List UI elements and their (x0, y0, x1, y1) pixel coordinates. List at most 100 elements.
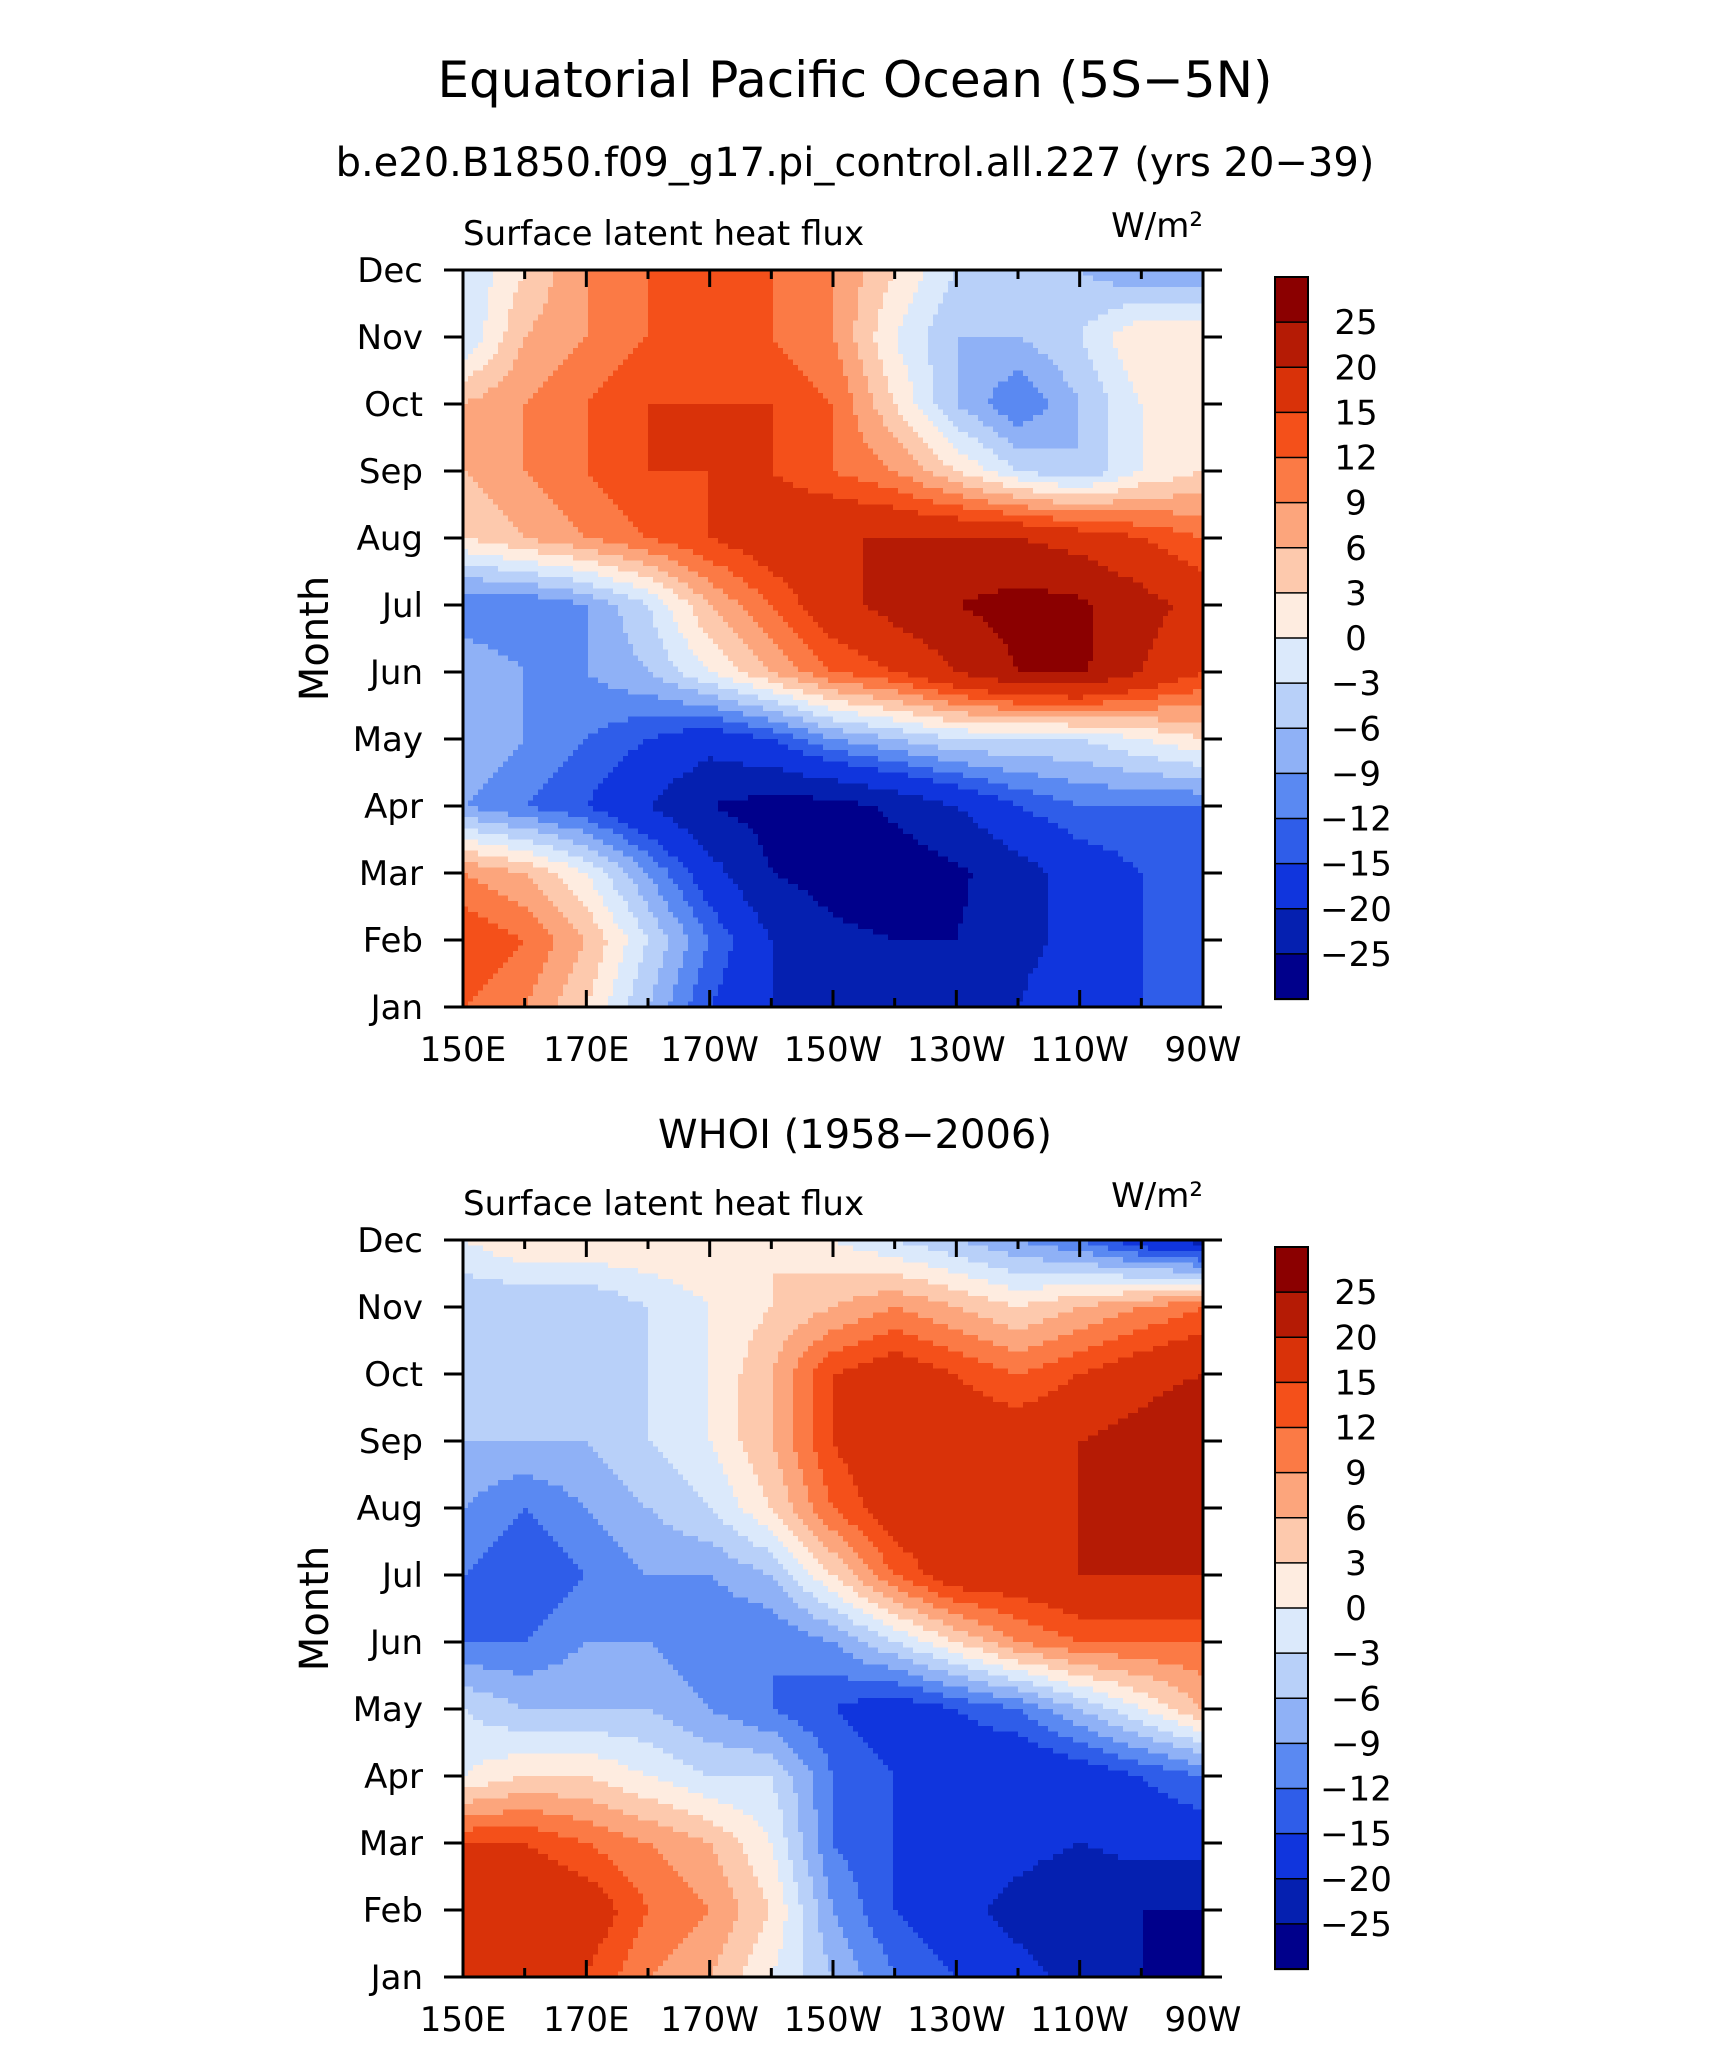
contour-cell (1183, 371, 1189, 377)
contour-cell (1183, 326, 1189, 332)
contour-cell (1033, 371, 1039, 377)
contour-cell (933, 298, 939, 304)
contour-cell (823, 304, 829, 310)
contour-cell (1093, 281, 1099, 287)
contour-cell (638, 359, 644, 365)
contour-cell (923, 343, 929, 349)
contour-cell (1153, 315, 1159, 321)
contour-cell (488, 276, 494, 282)
contour-cell (663, 315, 669, 321)
contour-cell (1178, 326, 1184, 332)
contour-cell (1103, 376, 1109, 382)
contour-cell (573, 337, 579, 343)
contour-cell (1028, 309, 1034, 315)
contour-cell (483, 304, 489, 310)
contour-cell (1003, 315, 1009, 321)
contour-cell (563, 304, 569, 310)
contour-cell (488, 281, 494, 287)
contour-cell (883, 304, 889, 310)
contour-cell (913, 304, 919, 310)
contour-cell (833, 365, 839, 371)
contour-cell (473, 287, 479, 293)
contour-cell (873, 281, 879, 287)
contour-cell (1038, 354, 1044, 360)
contour-cell (878, 281, 884, 287)
contour-cell (783, 326, 789, 332)
contour-cell (643, 371, 649, 377)
contour-cell (823, 354, 829, 360)
contour-cell (848, 331, 854, 337)
contour-cell (473, 354, 479, 360)
contour-cell (1018, 365, 1024, 371)
contour-cell (1148, 292, 1154, 298)
contour-cell (798, 326, 804, 332)
contour-cell (838, 359, 844, 365)
contour-cell (938, 326, 944, 332)
contour-cell (883, 376, 889, 382)
contour-cell (733, 343, 739, 349)
contour-cell (873, 359, 879, 365)
contour-cell (903, 281, 909, 287)
contour-cell (1118, 320, 1124, 326)
contour-cell (968, 298, 974, 304)
contour-cell (538, 331, 544, 337)
contour-cell (1058, 376, 1064, 382)
contour-cell (1008, 287, 1014, 293)
contour-cell (718, 292, 724, 298)
contour-cell (988, 331, 994, 337)
contour-cell (628, 337, 634, 343)
contour-cell (873, 343, 879, 349)
contour-cell (1148, 376, 1154, 382)
contour-cell (523, 376, 529, 382)
contour-cell (1148, 287, 1154, 293)
contour-cell (1043, 354, 1049, 360)
contour-cell (1043, 276, 1049, 282)
contour-cell (1178, 298, 1184, 304)
contour-cell (973, 276, 979, 282)
contour-cell (773, 376, 779, 382)
contour-cell (668, 309, 674, 315)
contour-cell (888, 326, 894, 332)
contour-cell (553, 348, 559, 354)
contour-cell (668, 337, 674, 343)
contour-cell (613, 337, 619, 343)
contour-cell (683, 298, 689, 304)
contour-cell (558, 276, 564, 282)
contour-cell (578, 343, 584, 349)
contour-cell (663, 348, 669, 354)
contour-cell (988, 365, 994, 371)
contour-cell (848, 292, 854, 298)
contour-cell (1018, 304, 1024, 310)
contour-fill (463, 270, 1204, 1008)
contour-cell (843, 287, 849, 293)
contour-cell (498, 292, 504, 298)
contour-cell (728, 331, 734, 337)
contour-cell (583, 326, 589, 332)
contour-cell (488, 304, 494, 310)
contour-cell (1123, 287, 1129, 293)
contour-cell (828, 304, 834, 310)
contour-cell (578, 304, 584, 310)
contour-cell (813, 348, 819, 354)
contour-cell (473, 331, 479, 337)
contour-cell (508, 315, 514, 321)
contour-cell (1123, 371, 1129, 377)
contour-cell (538, 304, 544, 310)
contour-cell (618, 304, 624, 310)
contour-cell (603, 298, 609, 304)
contour-cell (973, 304, 979, 310)
contour-cell (1003, 337, 1009, 343)
contour-cell (788, 276, 794, 282)
contour-cell (483, 276, 489, 282)
contour-cell (603, 331, 609, 337)
contour-cell (513, 292, 519, 298)
contour-cell (683, 348, 689, 354)
contour-cell (868, 298, 874, 304)
contour-cell (938, 298, 944, 304)
contour-cell (943, 343, 949, 349)
contour-cell (1148, 320, 1154, 326)
contour-cell (713, 348, 719, 354)
contour-cell (683, 326, 689, 332)
contour-cell (928, 287, 934, 293)
contour-cell (558, 337, 564, 343)
